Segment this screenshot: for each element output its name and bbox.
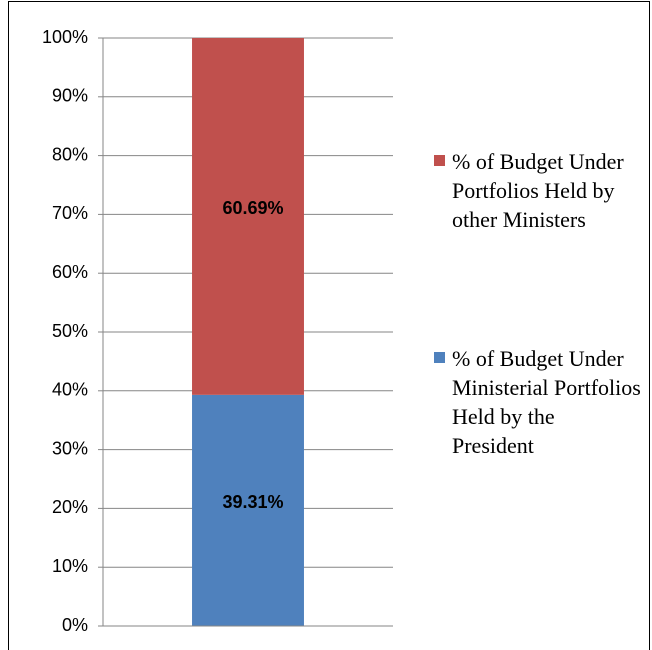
data-label: 39.31% xyxy=(222,492,283,512)
y-tick-label: 90% xyxy=(52,86,88,106)
legend-label: % of Budget Under Portfolios Held by oth… xyxy=(452,149,624,232)
legend-swatch xyxy=(434,155,445,166)
y-tick-label: 50% xyxy=(52,321,88,341)
chart-frame xyxy=(8,1,650,650)
bar-segment xyxy=(192,38,304,395)
y-tick-label: 10% xyxy=(52,556,88,576)
y-tick-label: 100% xyxy=(42,27,88,47)
legend-swatch xyxy=(434,352,445,363)
legend-entry: % of Budget Under Ministerial Portfolios… xyxy=(452,346,641,458)
legend-entry: % of Budget Under Portfolios Held by oth… xyxy=(452,149,624,232)
y-tick-label: 70% xyxy=(52,203,88,223)
legend-label: % of Budget Under Ministerial Portfolios… xyxy=(452,346,641,458)
data-label: 60.69% xyxy=(222,198,283,218)
y-tick-label: 40% xyxy=(52,380,88,400)
y-tick-label: 20% xyxy=(52,497,88,517)
bar-segment xyxy=(192,394,304,626)
y-tick-label: 30% xyxy=(52,438,88,458)
y-tick-label: 60% xyxy=(52,262,88,282)
y-tick-label: 80% xyxy=(52,144,88,164)
y-tick-label: 0% xyxy=(62,615,88,635)
